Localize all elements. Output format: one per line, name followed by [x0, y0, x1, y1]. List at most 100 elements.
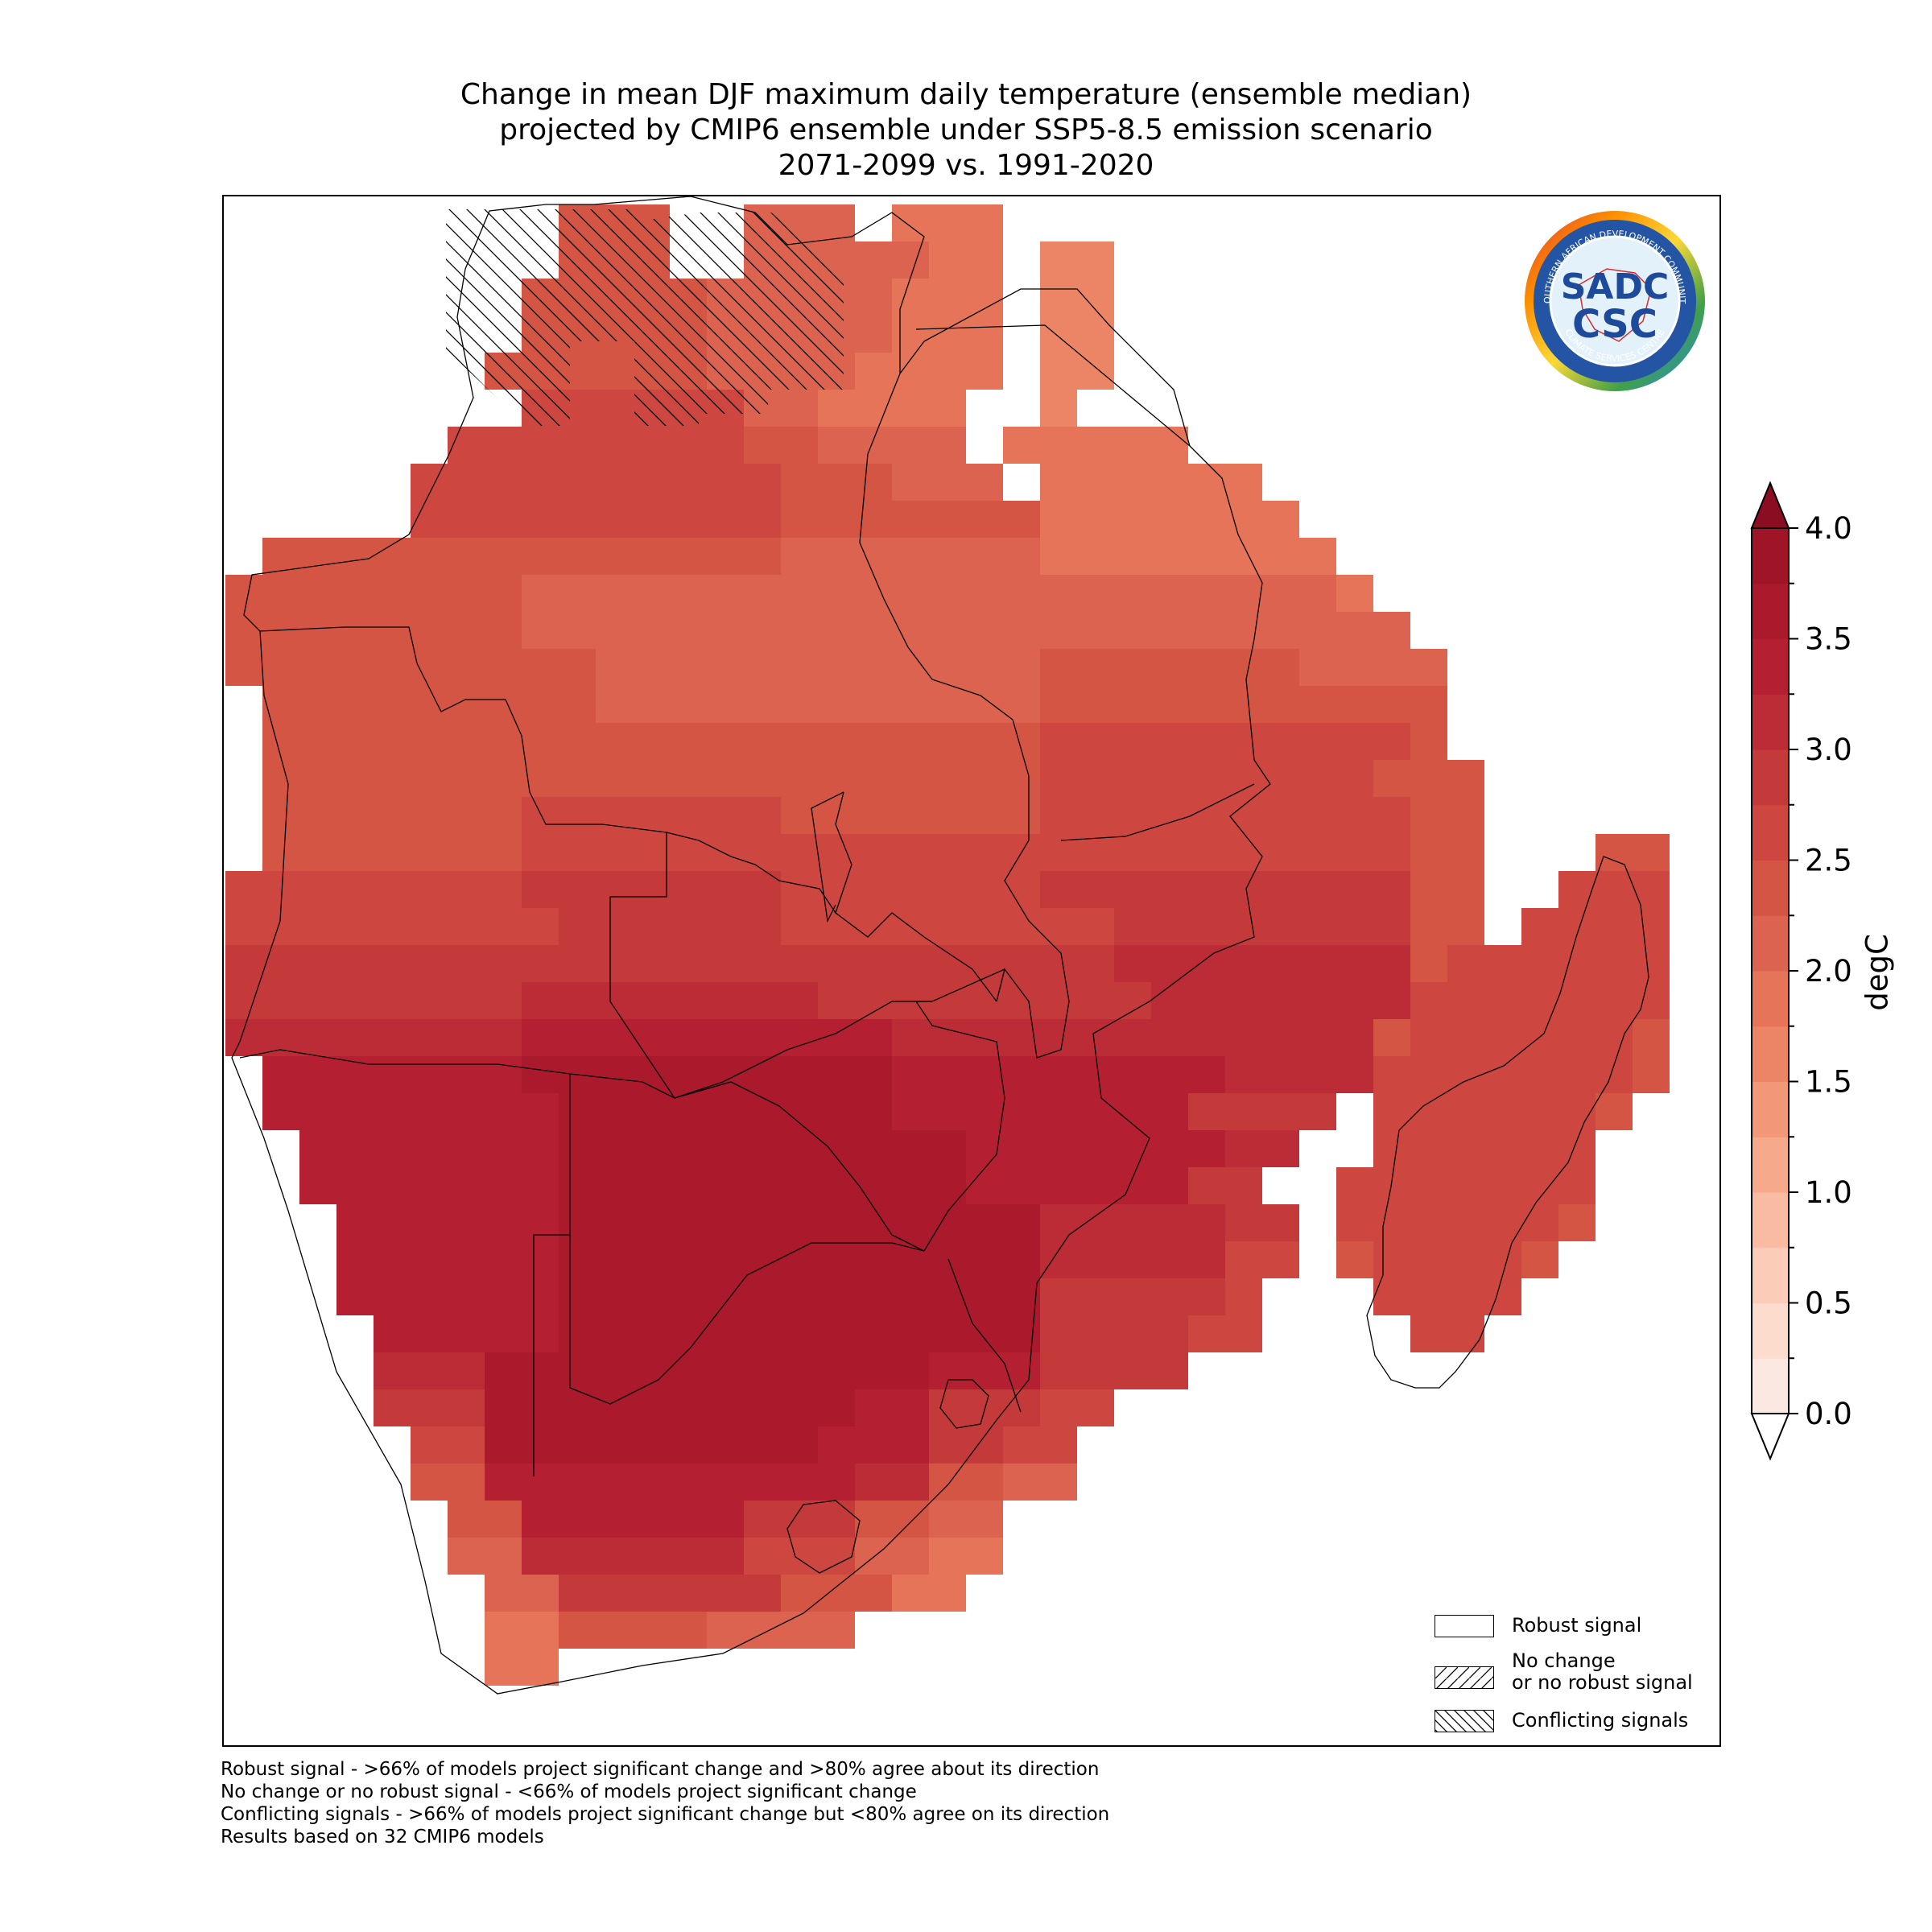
- eswatini: [939, 1379, 989, 1429]
- grid-cell: [892, 464, 1003, 501]
- madagascar-coast: [1366, 856, 1649, 1389]
- grid-cell-madagascar: [1558, 871, 1670, 908]
- grid-cell: [522, 612, 744, 649]
- grid-cell: [596, 723, 1040, 760]
- grid-cell-madagascar: [1373, 1241, 1521, 1278]
- grid-cell: [781, 871, 1040, 908]
- grid-cell: [1040, 723, 1410, 760]
- grid-cell: [1040, 649, 1299, 686]
- grid-cell: [1114, 945, 1410, 982]
- hatch-region-west: [446, 209, 586, 426]
- map-panel: [222, 195, 1721, 1747]
- border-malawi: [996, 719, 1070, 1059]
- logo-csc-text: CSC: [1572, 302, 1657, 347]
- border-tanzania-drc: [859, 373, 1013, 720]
- grid-cell: [855, 1538, 929, 1575]
- grid-cell: [929, 1501, 1003, 1538]
- grid-cell: [818, 982, 1151, 1019]
- coastline-continent: [231, 196, 1271, 1695]
- grid-cell: [374, 1389, 485, 1426]
- grid-cell: [1040, 1241, 1225, 1278]
- grid-cell-madagascar: [1336, 1167, 1596, 1204]
- grid-cell: [781, 501, 1040, 538]
- border-zambia-zimbabwe: [674, 1001, 932, 1099]
- grid-cell: [1003, 427, 1188, 464]
- hatch-region-center: [586, 209, 844, 426]
- legend-label-no-change: No change or no robust signal: [1512, 1650, 1693, 1694]
- grid-cell: [1040, 242, 1114, 279]
- border-zambia-angola: [609, 832, 675, 1099]
- colorbar-extend-min: [1750, 1413, 1790, 1461]
- grid-cell: [1336, 612, 1410, 649]
- grid-cell: [1040, 501, 1299, 538]
- grid-cell: [411, 1463, 485, 1501]
- grid-cell: [336, 1241, 559, 1278]
- grid-cell: [929, 1426, 1003, 1463]
- grid-cell: [522, 1538, 744, 1575]
- grid-cell: [262, 834, 522, 871]
- grid-cell-madagascar: [1521, 908, 1670, 945]
- grid-cell: [559, 1612, 707, 1649]
- colorbar-segment: [1752, 971, 1789, 1027]
- colorbar-tick-label: 3.5: [1805, 622, 1852, 657]
- grid-cell: [1410, 797, 1484, 834]
- grid-cell: [1040, 316, 1114, 353]
- grid-cell: [1040, 538, 1336, 575]
- grid-cell: [559, 1130, 966, 1167]
- colorbar-segment: [1752, 583, 1789, 639]
- grid-cell: [1040, 686, 1299, 723]
- grid-cell: [522, 538, 781, 575]
- temperature-change-map: [225, 196, 1670, 1695]
- grid-cell: [1040, 279, 1114, 316]
- grid-cell: [225, 575, 522, 612]
- grid-cell-madagascar: [1410, 1315, 1484, 1352]
- lesotho: [786, 1500, 861, 1574]
- grid-cell: [374, 1315, 559, 1352]
- sadc-csc-logo-icon: SOUTHERN AFRICAN DEVELOPMENT COMMUNITY C…: [1519, 200, 1705, 391]
- grid-cell: [262, 538, 522, 575]
- grid-cell: [1003, 1463, 1077, 1501]
- colorbar-segment: [1752, 860, 1789, 916]
- legend-swatch-robust: [1435, 1615, 1494, 1637]
- grid-cell: [929, 242, 1003, 279]
- border-drc-angola: [259, 626, 852, 914]
- grid-cells: [225, 204, 1670, 1686]
- colorbar-segment: [1752, 1081, 1789, 1137]
- grid-cell: [1188, 1167, 1262, 1204]
- grid-cell: [929, 1389, 1040, 1426]
- colorbar-segment: [1752, 749, 1789, 806]
- legend-label-conflicting: Conflicting signals: [1512, 1709, 1689, 1732]
- colorbar: 0.0 0.5 1.0 1.5 2.0 2.5 3.0 3.5 4.0: [1739, 480, 1932, 1478]
- grid-cell: [485, 1426, 818, 1463]
- grid-cell: [929, 1463, 1003, 1501]
- grid-cell: [559, 1575, 781, 1612]
- grid-cell: [1225, 1278, 1262, 1315]
- legend-label-no-change-line1: No change: [1512, 1649, 1616, 1672]
- map-title: Change in mean DJF maximum daily tempera…: [0, 77, 1932, 184]
- colorbar-tick-label: 4.0: [1805, 511, 1852, 546]
- grid-cell: [855, 353, 1003, 390]
- grid-cell: [670, 760, 1040, 797]
- grid-cell: [892, 1093, 1188, 1130]
- grid-cell: [1040, 464, 1262, 501]
- footnote-conflicting: Conflicting signals - >66% of models pro…: [221, 1804, 1110, 1825]
- grid-cell: [818, 427, 966, 464]
- grid-cell: [559, 945, 818, 982]
- grid-cell: [1040, 1315, 1188, 1352]
- grid-cell: [448, 1501, 522, 1538]
- grid-cell: [299, 1130, 559, 1167]
- grid-cell: [522, 834, 781, 871]
- grid-cell: [559, 1093, 892, 1130]
- border-namibia-botswana: [533, 1074, 571, 1476]
- colorbar-segment: [1752, 804, 1789, 861]
- grid-cell: [966, 1167, 1188, 1204]
- grid-cell: [1410, 908, 1484, 945]
- grid-cell: [1225, 1204, 1299, 1241]
- grid-cell: [781, 1575, 892, 1612]
- grid-cell: [262, 1056, 522, 1093]
- grid-cell: [411, 1426, 485, 1463]
- grid-cell: [262, 760, 670, 797]
- grid-cell: [448, 427, 744, 464]
- border-zambia-malawi: [835, 912, 997, 1002]
- border-tanzania-mozambique: [1060, 783, 1255, 841]
